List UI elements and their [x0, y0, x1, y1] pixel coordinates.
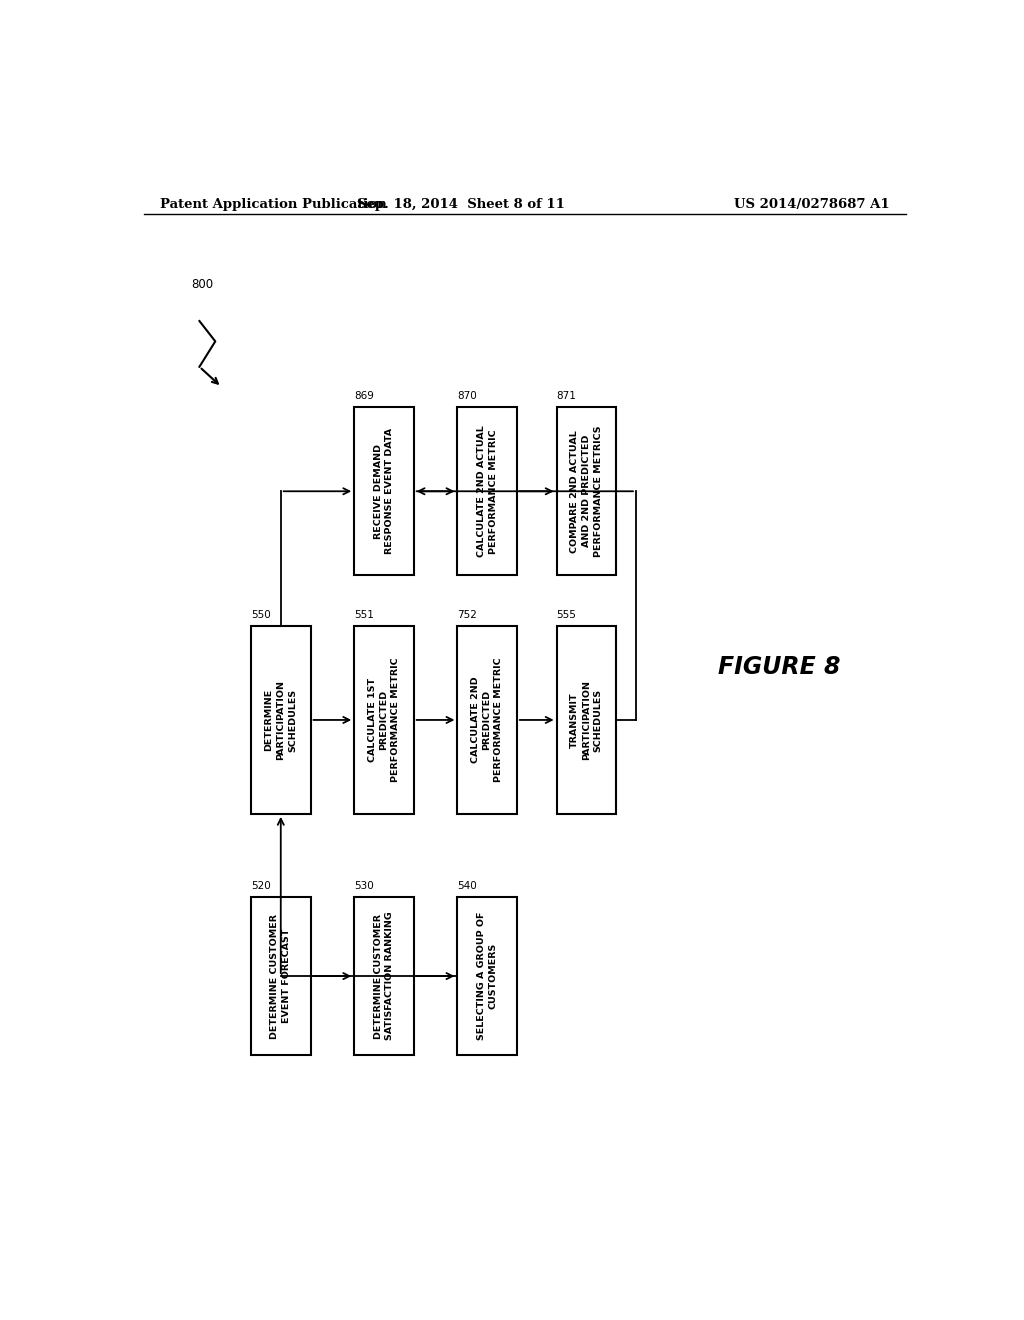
Bar [458, 626, 517, 814]
Text: COMPARE 2ND ACTUAL
AND 2ND PREDICTED
PERFORMANCE METRICS: COMPARE 2ND ACTUAL AND 2ND PREDICTED PER… [570, 425, 602, 557]
Text: 555: 555 [557, 610, 577, 620]
Bar [251, 626, 310, 814]
Text: CALCULATE 2ND
PREDICTED
PERFORMANCE METRIC: CALCULATE 2ND PREDICTED PERFORMANCE METR… [471, 657, 504, 783]
Bar [557, 626, 616, 814]
Text: RECEIVE DEMAND
RESPONSE EVENT DATA: RECEIVE DEMAND RESPONSE EVENT DATA [374, 428, 394, 554]
Text: 871: 871 [557, 391, 577, 401]
Bar [458, 408, 517, 576]
Text: CALCULATE 2ND ACTUAL
PERFORMANCE METRIC: CALCULATE 2ND ACTUAL PERFORMANCE METRIC [477, 425, 498, 557]
Text: US 2014/0278687 A1: US 2014/0278687 A1 [734, 198, 890, 211]
Text: DETERMINE
PARTICIPATION
SCHEDULES: DETERMINE PARTICIPATION SCHEDULES [264, 680, 297, 760]
Text: 800: 800 [191, 277, 214, 290]
Text: DETERMINE CUSTOMER
SATISFACTION RANKING: DETERMINE CUSTOMER SATISFACTION RANKING [374, 912, 394, 1040]
Text: DETERMINE CUSTOMER
EVENT FORECAST: DETERMINE CUSTOMER EVENT FORECAST [270, 913, 291, 1039]
Text: FIGURE 8: FIGURE 8 [718, 655, 840, 678]
Bar [354, 898, 414, 1055]
Bar [557, 408, 616, 576]
Text: CALCULATE 1ST
PREDICTED
PERFORMANCE METRIC: CALCULATE 1ST PREDICTED PERFORMANCE METR… [368, 657, 400, 783]
Text: 530: 530 [354, 882, 374, 891]
Text: 869: 869 [354, 391, 374, 401]
Text: 520: 520 [251, 882, 270, 891]
Bar [354, 626, 414, 814]
Bar [354, 408, 414, 576]
Text: 551: 551 [354, 610, 374, 620]
Text: TRANSMIT
PARTICIPATION
SCHEDULES: TRANSMIT PARTICIPATION SCHEDULES [570, 680, 602, 760]
Bar [251, 898, 310, 1055]
Text: SELECTING A GROUP OF
CUSTOMERS: SELECTING A GROUP OF CUSTOMERS [477, 912, 498, 1040]
Text: 752: 752 [458, 610, 477, 620]
Text: Patent Application Publication: Patent Application Publication [160, 198, 386, 211]
Bar [458, 898, 517, 1055]
Text: 540: 540 [458, 882, 477, 891]
Text: 550: 550 [251, 610, 270, 620]
Text: 870: 870 [458, 391, 477, 401]
Text: Sep. 18, 2014  Sheet 8 of 11: Sep. 18, 2014 Sheet 8 of 11 [357, 198, 565, 211]
